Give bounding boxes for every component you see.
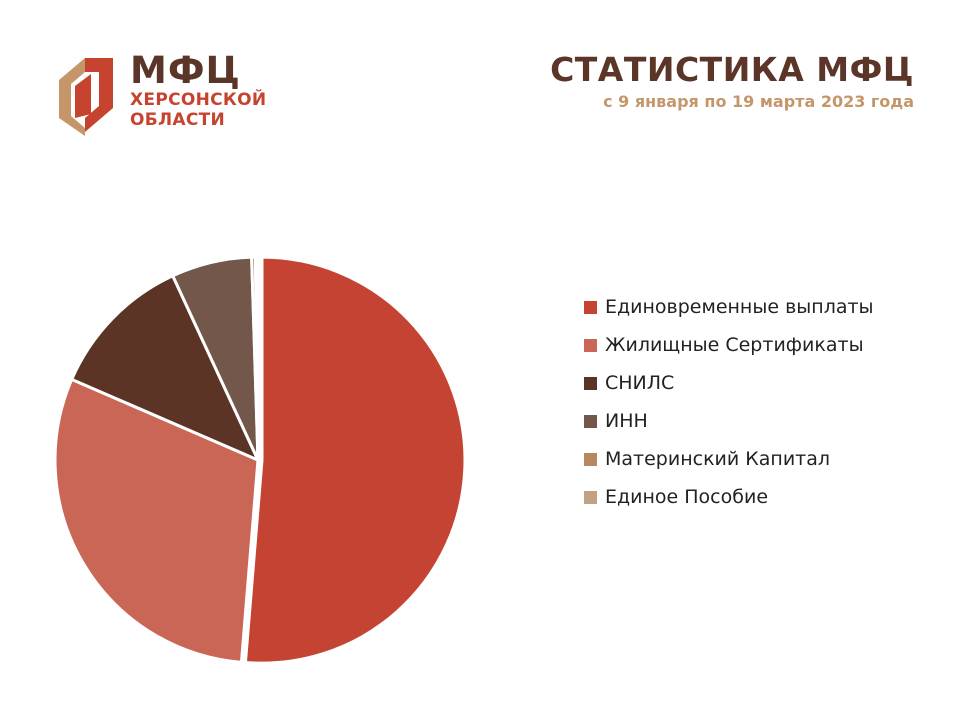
legend-swatch-3 — [584, 414, 597, 428]
logo-name: МФЦ — [130, 49, 241, 92]
chart-legend: Единовременные выплаты Жилищные Сертифика… — [584, 288, 874, 516]
mfc-emblem-icon — [59, 58, 113, 136]
logo-region-line2: ОБЛАСТИ — [130, 110, 226, 130]
legend-swatch-0 — [584, 300, 597, 314]
legend-label-0: Единовременные выплаты — [605, 296, 874, 318]
legend-item-0: Единовременные выплаты — [584, 288, 874, 326]
legend-item-4: Материнский Капитал — [584, 440, 874, 478]
legend-label-5: Единое Пособие — [605, 486, 769, 508]
logo-region-line1: ХЕРСОНСКОЙ — [130, 90, 267, 110]
legend-swatch-4 — [584, 452, 597, 466]
legend-swatch-2 — [584, 376, 597, 390]
legend-label-4: Материнский Капитал — [605, 448, 831, 470]
legend-label-2: СНИЛС — [605, 372, 675, 394]
page-header: СТАТИСТИКА МФЦ с 9 января по 19 марта 20… — [550, 50, 914, 111]
legend-label-3: ИНН — [605, 410, 648, 432]
legend-item-1: Жилищные Сертификаты — [584, 326, 874, 364]
pie-slice-5 — [253, 255, 260, 462]
page-subtitle: с 9 января по 19 марта 2023 года — [603, 92, 914, 111]
page-title: СТАТИСТИКА МФЦ — [550, 50, 914, 89]
pie-slice-0 — [243, 255, 467, 665]
pie-slice-2 — [70, 274, 260, 462]
legend-item-5: Единое Пособие — [584, 478, 874, 516]
legend-item-2: СНИЛС — [584, 364, 874, 402]
mfc-logo: МФЦ ХЕРСОНСКОЙ ОБЛАСТИ — [55, 52, 285, 142]
legend-swatch-1 — [584, 338, 597, 352]
pie-chart — [53, 255, 467, 665]
pie-slice-1 — [53, 377, 260, 664]
legend-item-3: ИНН — [584, 402, 874, 440]
legend-label-1: Жилищные Сертификаты — [605, 334, 864, 356]
legend-swatch-5 — [584, 490, 597, 504]
